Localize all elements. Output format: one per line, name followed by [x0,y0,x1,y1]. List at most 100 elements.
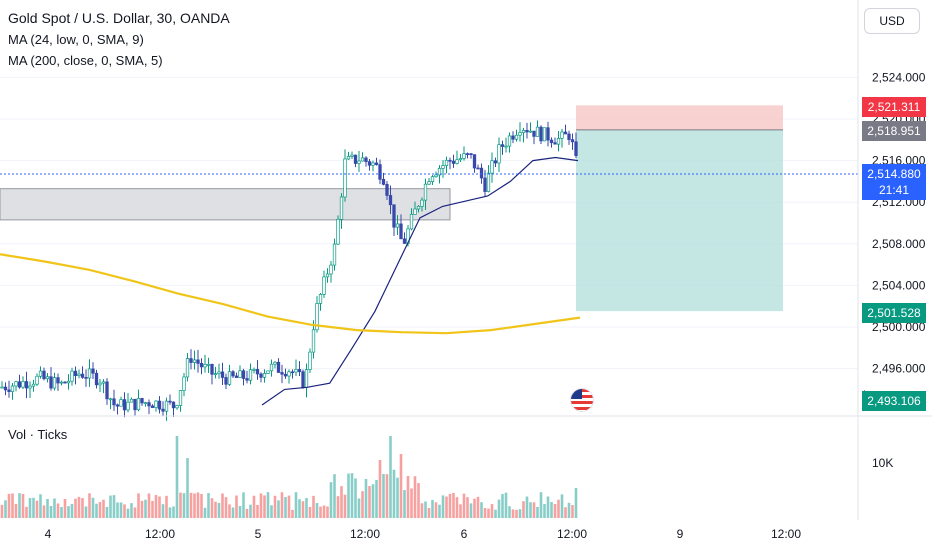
candle-body [378,164,382,180]
candle-body [105,381,109,400]
volume-bar [74,498,77,518]
candle-body [360,157,365,162]
candle-body [483,177,487,192]
candle-body [171,401,176,409]
candle-body [367,161,372,166]
volume-bar [448,493,452,518]
volume-bar [343,494,347,518]
candle-body [308,351,312,370]
volume-bar [224,497,228,518]
us-flag-icon[interactable] [570,388,594,412]
volume-bar [158,496,161,518]
indicator-ma200-label[interactable]: MA (200, close, 0, SMA, 5) [8,53,163,68]
volume-bar [403,490,406,518]
candle-body [444,159,449,166]
volume-bar [420,503,424,518]
volume-bar [557,499,560,518]
volume-bar [46,499,49,518]
volume-bar [277,500,280,518]
candle-body [350,154,354,157]
candle-body [546,127,550,141]
candle-body [486,172,491,192]
volume-bar [529,502,532,518]
x-tick-label: 9 [677,527,684,541]
last-price-tag: 2,514.880 21:41 [862,164,926,200]
volume-bar [263,495,266,518]
volume-bar [459,504,462,518]
candle-body [469,153,473,155]
candle-body [35,375,39,385]
volume-bar [350,473,354,518]
volume-bar [312,495,315,518]
candle-body [472,154,477,169]
candle-body [157,400,162,410]
volume-bar [497,499,501,518]
volume-pane-label[interactable]: Vol · Ticks [8,427,68,442]
candle-body [59,381,64,384]
volume-bar [259,493,263,518]
volume-bar [88,493,91,518]
volume-bar [14,503,18,518]
volume-bar [399,454,403,518]
candle-body [45,376,50,380]
candle-body [497,144,501,164]
candle-body [388,195,393,206]
candle-body [441,165,445,169]
volume-bar [434,502,438,518]
indicator-ma24-label[interactable]: MA (24, low, 0, SMA, 9) [8,32,144,47]
entry-price-tag: 2,518.951 [862,121,926,141]
volume-bar [189,492,193,518]
candle-body [511,135,515,140]
candle-body [553,142,557,145]
volume-bar [508,506,511,518]
candle-body [364,157,368,162]
volume-bar [455,497,459,518]
volume-bar [126,508,130,518]
candle-body [234,375,239,378]
volume-bar [347,473,350,518]
volume-bar [361,491,364,518]
candle-body [252,369,256,371]
candle-body [80,373,85,378]
volume-bar [438,504,441,518]
candle-body [325,273,330,278]
volume-bar [63,498,67,518]
volume-bar [333,474,336,518]
volume-bar [144,499,147,518]
volume-bar [4,500,7,518]
candle-body [539,126,543,142]
candle-body [455,159,459,164]
candle-body [297,369,302,373]
volume-bar [238,506,242,518]
currency-button[interactable]: USD [864,8,920,34]
stop-loss-zone [576,105,783,130]
stop-loss-price-tag: 2,521.311 [862,97,926,117]
y-tick-label: 2,524.000 [872,70,926,84]
candle-body [448,159,452,162]
volume-bar [567,502,571,518]
candle-body [518,132,522,136]
candle-body [192,359,197,363]
candle-body [290,371,295,374]
candle-body [87,368,92,379]
volume-bar [284,497,287,518]
volume-bar [354,478,357,518]
volume-bar [95,503,98,518]
candle-body [504,145,508,148]
candle-body [535,126,540,137]
y-tick-label: 2,496.000 [872,362,926,376]
volume-bar [112,495,116,518]
x-tick-label: 12:00 [557,527,587,541]
candle-body [343,158,347,198]
candle-body [514,134,519,140]
volume-bar [473,498,476,518]
candle-body [189,358,193,363]
candle-body [126,401,130,411]
candle-body [38,370,43,377]
volume-bar [245,508,249,518]
volume-bar [487,508,490,518]
volume-bar [182,493,186,518]
candle-body [385,184,389,196]
candle-body [31,383,36,387]
